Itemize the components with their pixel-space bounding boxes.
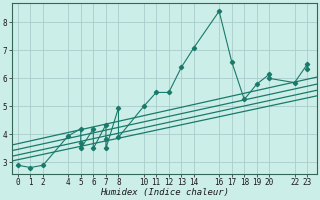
X-axis label: Humidex (Indice chaleur): Humidex (Indice chaleur) <box>100 188 229 197</box>
